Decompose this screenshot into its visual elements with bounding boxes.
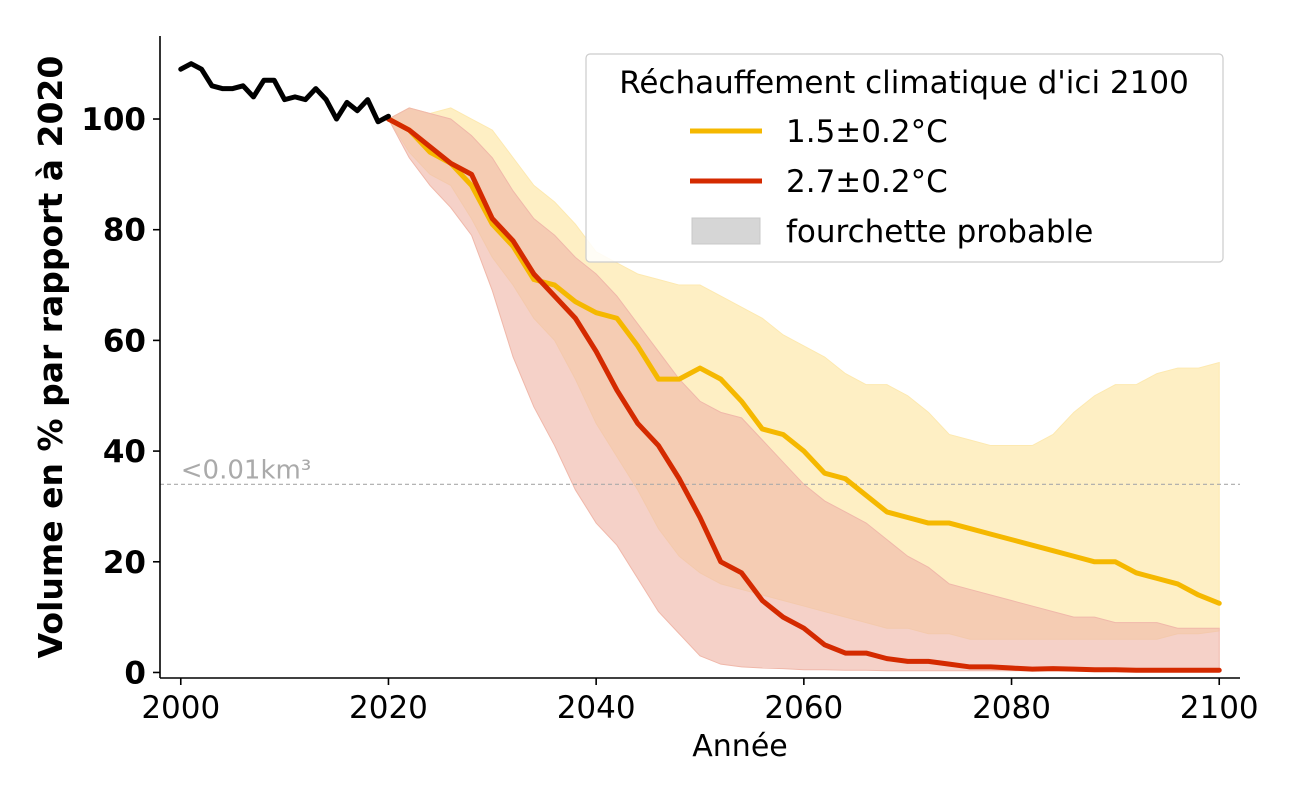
y-tick-label: 80: [103, 213, 146, 249]
x-axis-title: Année: [692, 729, 787, 764]
axes: [159, 36, 1240, 679]
legend-entry-label: 1.5±0.2°C: [786, 114, 948, 150]
y-tick-label: 60: [103, 323, 146, 359]
series-line-2: [385, 116, 1222, 673]
legend-box: [585, 53, 1224, 263]
x-tick-label: 2040: [557, 690, 636, 726]
threshold-group: <0.01km³: [160, 455, 1240, 485]
legend: Réchauffement climatique d'ici 2100 1.5±…: [585, 53, 1224, 263]
x-tick-label: 2000: [141, 690, 220, 726]
x-tick-label: 2020: [349, 690, 428, 726]
y-axis-title: Volume en % par rapport à 2020: [31, 56, 70, 659]
y-tick-label: 100: [81, 102, 146, 138]
legend-entry-label: fourchette probable: [786, 214, 1093, 250]
legend-title: Réchauffement climatique d'ici 2100: [619, 65, 1189, 101]
x-tick-label: 2100: [1180, 690, 1259, 726]
x-tick-label: 2060: [764, 690, 843, 726]
historical-line: [178, 61, 391, 125]
x-tick-label: 2080: [972, 690, 1051, 726]
y-ticks: 0 20 40 60 80 100: [81, 102, 160, 691]
y-tick-label: 0: [124, 655, 146, 691]
legend-swatch-band: [691, 217, 761, 245]
series-line-1: [385, 116, 1222, 606]
series-lines: [178, 61, 1222, 673]
y-tick-label: 40: [103, 434, 146, 470]
confidence-bands: [387, 107, 1220, 672]
band-2: [387, 107, 1220, 672]
legend-entry-label: 2.7±0.2°C: [786, 164, 948, 200]
x-ticks: 2000 2020 2040 2060 2080 2100: [141, 678, 1259, 726]
threshold-label: <0.01km³: [181, 455, 311, 485]
y-tick-label: 20: [103, 545, 146, 581]
legend-entries: 1.5±0.2°C 2.7±0.2°C fourchette probable: [690, 114, 1093, 250]
